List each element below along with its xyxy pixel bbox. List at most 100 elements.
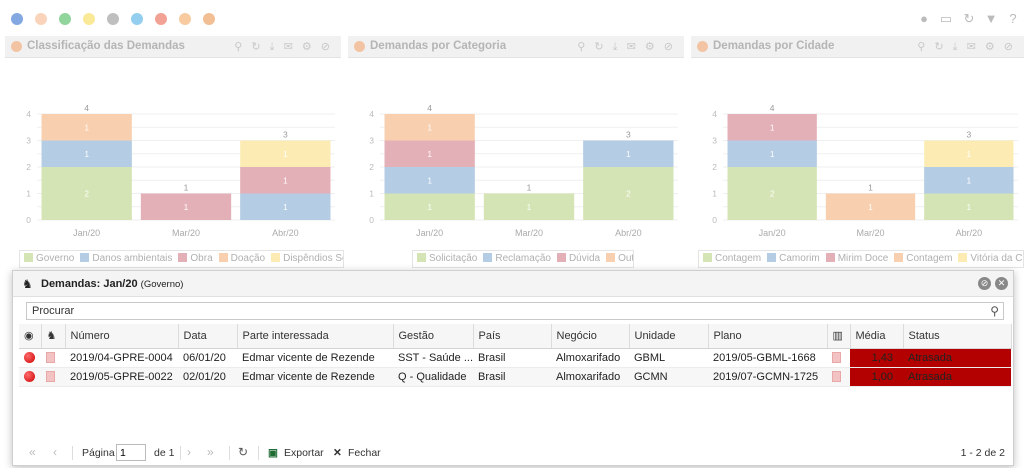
bar-segment[interactable] xyxy=(41,140,132,168)
page-input[interactable] xyxy=(116,444,146,461)
bar-segment[interactable] xyxy=(924,140,1014,168)
filter-dot-icon[interactable] xyxy=(179,13,191,25)
first-page-icon[interactable]: « xyxy=(29,445,36,459)
bar-segment[interactable] xyxy=(41,114,132,141)
col-plano[interactable]: Plano xyxy=(708,324,828,349)
bar-segment[interactable] xyxy=(924,167,1014,194)
legend-item[interactable]: Solicitação xyxy=(417,253,477,264)
table-row[interactable]: 2019/04-GPRE-0004 06/01/20 Edmar vicente… xyxy=(19,348,1011,368)
bar-segment[interactable] xyxy=(924,193,1014,221)
legend-item[interactable]: Dispêndios Sociais xyxy=(271,253,343,264)
last-page-icon[interactable]: » xyxy=(207,445,214,459)
segment-label: 1 xyxy=(84,123,89,132)
legend-item[interactable]: Danos ambientais xyxy=(80,253,172,264)
legend-item[interactable]: Mirim Doce xyxy=(825,253,888,264)
bar-segment[interactable] xyxy=(583,140,674,168)
status-dot-icon xyxy=(19,367,41,387)
document-icon[interactable] xyxy=(827,367,850,387)
cell-plano[interactable]: 2019/05-GBML-1668 xyxy=(708,348,827,368)
legend-item[interactable]: Camorim xyxy=(767,253,820,264)
chart-classificacao: 0 1 2 3 4 2 1 1 4 Jan/20 1 1 Mar/20 1 1 1 3 Abr/20 xyxy=(26,103,335,238)
legend-item[interactable]: Dúvida xyxy=(556,253,600,264)
map-col-icon[interactable]: ▥ xyxy=(827,324,851,349)
filter-dot-icon[interactable] xyxy=(107,13,119,25)
bar-segment[interactable] xyxy=(583,167,674,220)
document-icon[interactable] xyxy=(41,348,65,368)
legend-item[interactable]: Vitória da Conquista xyxy=(958,253,1023,264)
bar-segment[interactable] xyxy=(727,167,817,220)
filter-dot-icon[interactable] xyxy=(131,13,143,25)
screen-icon[interactable]: ▭ xyxy=(939,11,953,26)
prev-page-icon[interactable]: ‹ xyxy=(53,445,57,459)
close-button[interactable]: Fechar xyxy=(348,447,381,459)
panel-tools-icon[interactable]: ⚲ ↻ ⤓ ✉ ⚙ ⊘ xyxy=(577,41,676,53)
cell-numero: 2019/04-GPRE-0004 xyxy=(65,348,178,368)
search-input[interactable] xyxy=(27,303,967,319)
legend-item[interactable]: Outros xyxy=(606,253,633,264)
bar-segment[interactable] xyxy=(384,167,475,194)
search-icon[interactable]: ⚲ xyxy=(990,304,999,318)
bar-segment[interactable] xyxy=(483,193,575,221)
bar-segment[interactable] xyxy=(240,167,331,194)
legend-item[interactable]: Governo xyxy=(24,253,74,264)
export-button[interactable]: Exportar xyxy=(284,447,324,459)
segment-label: 1 xyxy=(626,150,631,159)
bar-segment[interactable] xyxy=(240,140,331,168)
bar-segment[interactable] xyxy=(825,193,916,221)
filter-dot-icon[interactable] xyxy=(155,13,167,25)
filter-dot-icon[interactable] xyxy=(59,13,71,25)
legend-label: Reclamação xyxy=(495,253,551,264)
legend-item[interactable]: Contagem xyxy=(894,253,952,264)
refresh-icon[interactable]: ↻ xyxy=(238,445,249,459)
bar-segment[interactable] xyxy=(727,140,817,168)
filter-dot-icon[interactable] xyxy=(11,13,23,25)
document-icon[interactable] xyxy=(827,348,850,368)
col-status[interactable]: Status xyxy=(903,324,1012,349)
col-data[interactable]: Data xyxy=(178,324,238,349)
bar-segment[interactable] xyxy=(240,193,331,221)
panel-title: Demandas por Cidade xyxy=(713,40,835,52)
close-x-icon[interactable]: ✕ xyxy=(333,447,342,459)
col-negocio[interactable]: Negócio xyxy=(551,324,630,349)
bar-segment[interactable] xyxy=(140,193,232,221)
filter-dot-icon[interactable] xyxy=(35,13,47,25)
window-subtitle: (Governo) xyxy=(140,279,184,290)
legend-item[interactable]: Contagem xyxy=(703,253,761,264)
bar-segment[interactable] xyxy=(384,114,475,141)
x-tick-label: Abr/20 xyxy=(615,228,642,238)
bar-segment[interactable] xyxy=(41,167,132,220)
refresh-icon[interactable]: ↻ xyxy=(963,11,975,26)
bar-segment[interactable] xyxy=(384,140,475,168)
close-icon[interactable]: ✕ xyxy=(995,277,1008,290)
legend-item[interactable]: Obra xyxy=(178,253,213,264)
col-gestao[interactable]: Gestão xyxy=(393,324,474,349)
y-tick-label: 4 xyxy=(712,109,717,119)
next-page-icon[interactable]: › xyxy=(187,445,191,459)
window-header: ♞ Demandas: Jan/20 (Governo) ⊘ ✕ xyxy=(13,271,1013,297)
excel-icon[interactable]: ▣ xyxy=(268,447,278,459)
legend-item[interactable]: Reclamação xyxy=(483,253,551,264)
status-col-icon[interactable]: ◉ xyxy=(19,324,42,349)
col-numero[interactable]: Número xyxy=(65,324,179,349)
bar-segment[interactable] xyxy=(727,114,817,141)
help-icon[interactable]: ? xyxy=(1009,11,1017,26)
person-col-icon[interactable]: ♞ xyxy=(41,324,66,349)
col-pais[interactable]: País xyxy=(473,324,552,349)
circle-icon[interactable]: ● xyxy=(920,11,928,26)
cell-plano[interactable]: 2019/07-GCMN-1725 xyxy=(708,367,827,387)
filter-dot-icon[interactable] xyxy=(83,13,95,25)
legend-item[interactable]: Doação xyxy=(218,253,265,264)
panel-tools-icon[interactable]: ⚲ ↻ ⤓ ✉ ⚙ ⊘ xyxy=(917,41,1016,53)
bar-segment[interactable] xyxy=(384,193,475,221)
col-parte[interactable]: Parte interessada xyxy=(237,324,394,349)
document-icon[interactable] xyxy=(41,367,65,387)
col-media[interactable]: Média xyxy=(850,324,904,349)
minimize-icon[interactable]: ⊘ xyxy=(978,277,991,290)
col-unidade[interactable]: Unidade xyxy=(629,324,709,349)
filter-icon[interactable]: ▼ xyxy=(984,11,998,26)
filter-dot-icon[interactable] xyxy=(203,13,215,25)
panel-tools-icon[interactable]: ⚲ ↻ ⤓ ✉ ⚙ ⊘ xyxy=(234,41,333,53)
cell-gestao: SST - Saúde ... xyxy=(393,348,473,368)
legend-swatch xyxy=(417,253,426,262)
table-row[interactable]: 2019/05-GPRE-0022 02/01/20 Edmar vicente… xyxy=(19,367,1011,387)
